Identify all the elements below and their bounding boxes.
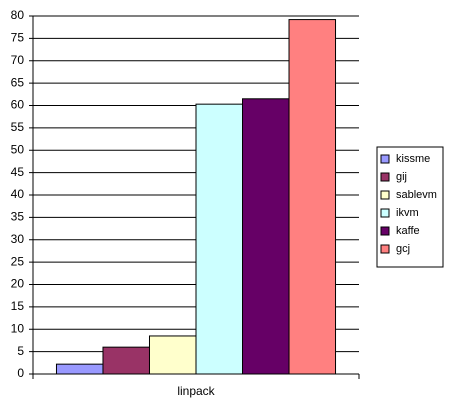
y-tick-label: 40 — [11, 187, 25, 201]
y-tick-label: 20 — [11, 277, 25, 291]
bar — [148, 335, 197, 375]
y-tick-label: 60 — [11, 98, 25, 112]
bar — [288, 19, 337, 375]
x-tick-label: linpack — [177, 384, 215, 398]
legend-label: gcj — [396, 243, 410, 255]
legend-swatch — [380, 190, 390, 200]
y-tick-label: 45 — [11, 165, 25, 179]
y-tick-label: 55 — [11, 120, 25, 134]
y-tick-label: 25 — [11, 254, 25, 268]
y-tick-label: 15 — [11, 299, 25, 313]
legend-label: kaffe — [396, 225, 420, 237]
legend-label: kissme — [396, 153, 430, 165]
bar — [102, 346, 150, 375]
y-tick-label: 5 — [17, 344, 24, 358]
y-tick-label: 0 — [17, 366, 24, 380]
legend-label: ikvm — [396, 207, 419, 219]
y-tick-label: 35 — [11, 210, 25, 224]
y-tick-label: 65 — [11, 75, 25, 89]
legend-swatch — [380, 244, 390, 254]
legend-swatch — [380, 154, 390, 164]
y-tick-label: 70 — [11, 53, 25, 67]
legend-label: gij — [396, 171, 407, 183]
y-tick-label: 80 — [11, 8, 25, 22]
y-tick-label: 50 — [11, 142, 25, 156]
legend-swatch — [380, 226, 390, 236]
legend-label: sablevm — [396, 189, 437, 201]
y-tick-label: 10 — [11, 321, 25, 335]
legend-swatch — [380, 172, 390, 182]
bar — [195, 103, 244, 375]
bar — [55, 363, 104, 375]
y-tick-label: 30 — [11, 232, 25, 246]
y-tick-label: 75 — [11, 31, 25, 45]
legend-swatch — [380, 208, 390, 218]
bar — [242, 98, 290, 375]
